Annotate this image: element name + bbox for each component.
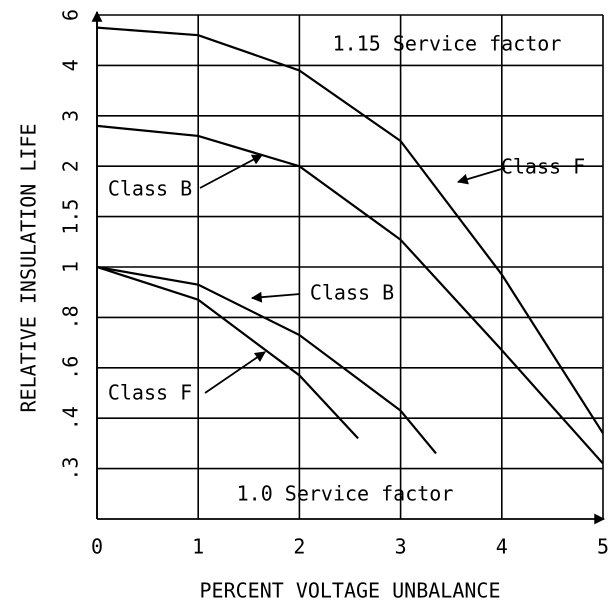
x-tick-label: 3	[395, 535, 407, 559]
x-tick-label: 4	[496, 535, 508, 559]
y-tick-label: .4	[59, 406, 83, 430]
y-tick-label: 1.5	[59, 199, 83, 235]
annotation-arrow	[204, 351, 266, 394]
annotation-arrow	[250, 291, 301, 303]
annotation: Class F	[108, 381, 192, 405]
y-tick-label: 4	[59, 59, 83, 71]
x-tick-label: 0	[91, 535, 103, 559]
annotation: Class B	[108, 177, 192, 201]
annotation: Class F	[501, 155, 585, 179]
annotation-arrow	[456, 167, 506, 185]
y-tick-label: 3	[59, 110, 83, 122]
x-axis-title: PERCENT VOLTAGE UNBALANCE	[199, 579, 500, 603]
y-tick-label: .6	[59, 356, 83, 380]
y-tick-label: 1	[59, 261, 83, 273]
y-axis-title: RELATIVE INSULATION LIFE	[17, 124, 41, 413]
y-tick-label: 6	[59, 9, 83, 21]
curve	[96, 265, 437, 455]
curve	[96, 26, 604, 434]
y-tick-label: 2	[59, 160, 83, 172]
annotation: 1.15 Service factor	[333, 32, 562, 56]
annotation-arrow	[199, 154, 263, 189]
x-tick-label: 1	[192, 535, 204, 559]
y-tick-label: .3	[59, 457, 83, 481]
x-tick-label: 5	[597, 535, 608, 559]
y-tick-label: .8	[59, 305, 83, 329]
curve	[96, 124, 604, 465]
curve	[96, 265, 359, 440]
annotation: 1.0 Service factor	[237, 482, 454, 506]
annotation: Class B	[310, 281, 394, 305]
x-tick-label: 2	[293, 535, 305, 559]
